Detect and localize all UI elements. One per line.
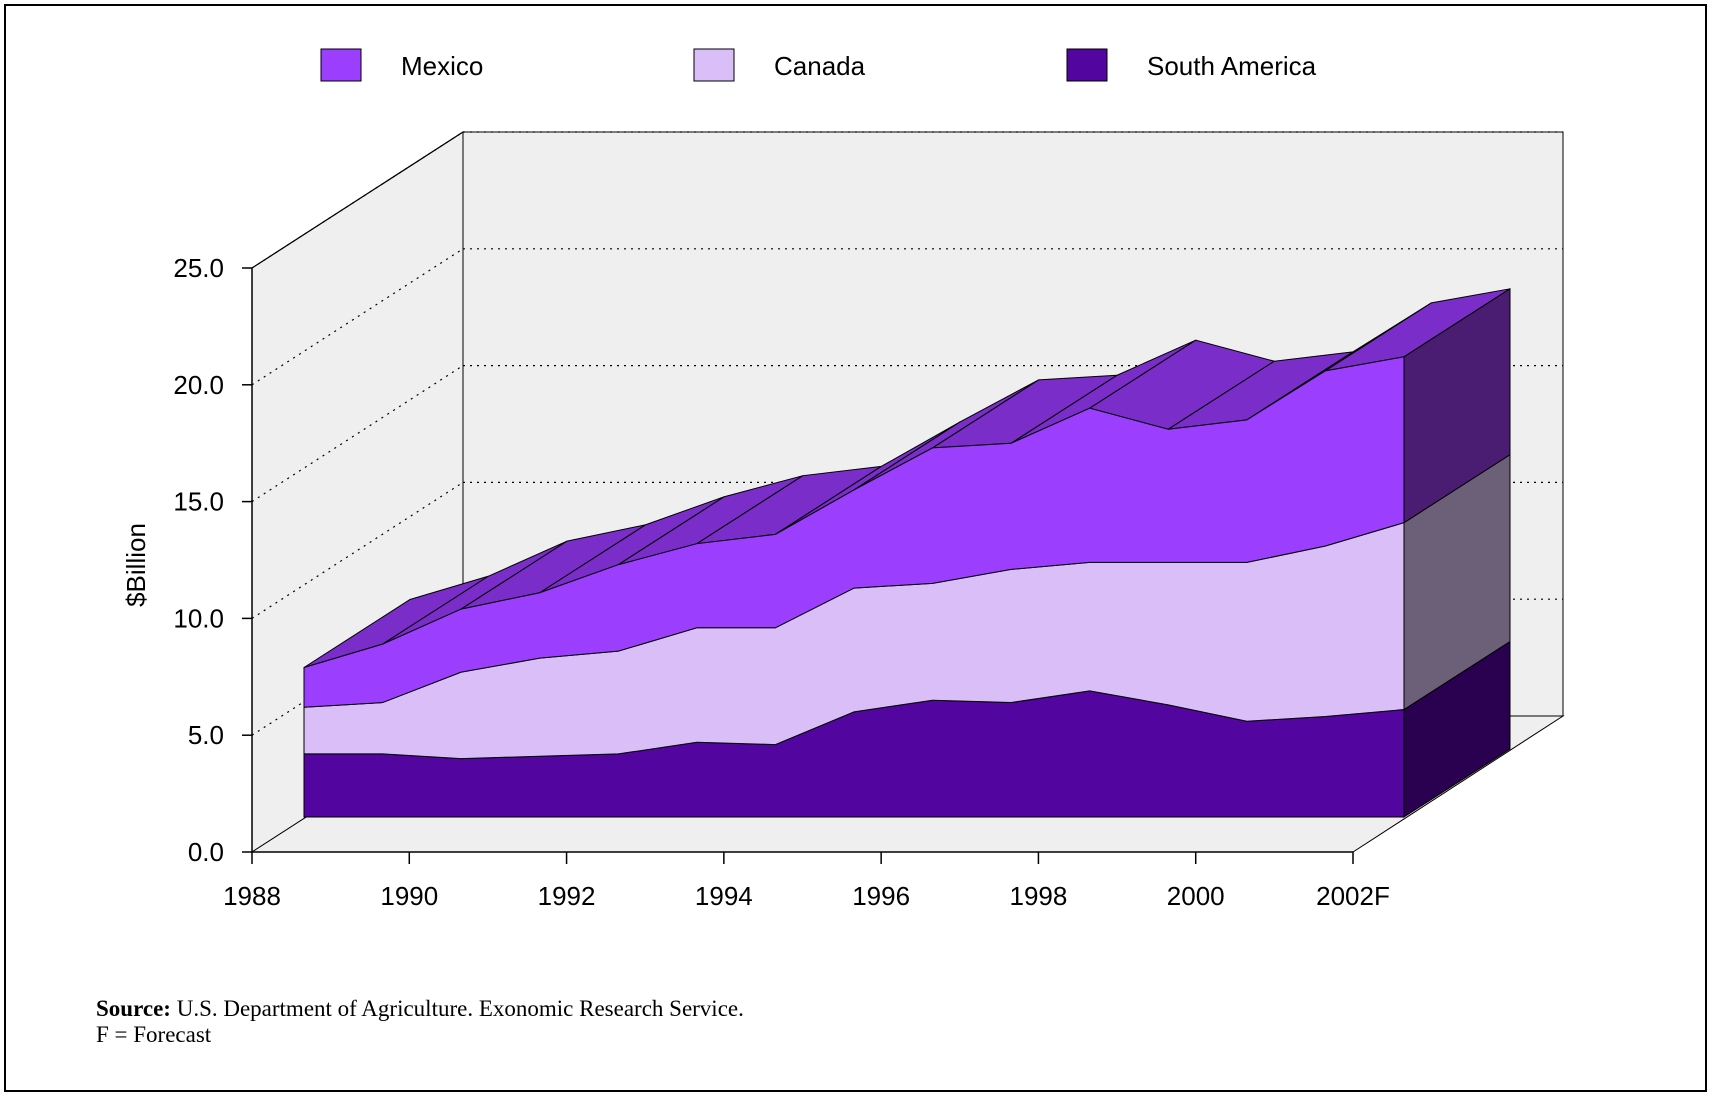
x-tick-label: 1996 [852, 881, 910, 911]
x-tick-label: 1988 [223, 881, 281, 911]
legend-label: Canada [774, 51, 866, 81]
top-edge-line [251, 131, 464, 269]
chart-frame [4, 4, 1707, 1092]
legend-label: South America [1147, 51, 1317, 81]
legend-swatch [693, 48, 735, 82]
y-axis-label: $Billion [121, 523, 151, 607]
source-text: U.S. Department of Agriculture. Exonomic… [170, 996, 744, 1021]
legend-label: Mexico [401, 51, 483, 81]
x-tick-label: 1994 [695, 881, 753, 911]
area-side-mexico [1403, 287, 1511, 524]
legend-swatch [1066, 48, 1108, 82]
forecast-note: F = Forecast [96, 1022, 212, 1047]
y-tick-label: 25.0 [173, 253, 224, 283]
x-tick-label: 1998 [1010, 881, 1068, 911]
x-tick-label: 1992 [538, 881, 596, 911]
area-series [303, 287, 1511, 818]
x-tick-label: 2000 [1167, 881, 1225, 911]
x-tick-label: 1990 [380, 881, 438, 911]
axes: 0.0 5.0 10.0 15.0 20.0 25.0 1988 1990 1992 1994 19… [121, 131, 1390, 911]
y-tick-label: 10.0 [173, 603, 224, 633]
y-tick-label: 0.0 [188, 837, 224, 867]
y-tick-label: 15.0 [173, 487, 224, 517]
legend: Mexico Canada South America [320, 48, 1317, 82]
legend-swatch [320, 48, 362, 82]
source-label: Source: [96, 996, 171, 1021]
source-note: Source: U.S. Department of Agriculture. … [96, 996, 744, 1048]
x-tick-label: 2002F [1316, 881, 1390, 911]
y-tick-label: 5.0 [188, 720, 224, 750]
y-tick-label: 20.0 [173, 370, 224, 400]
